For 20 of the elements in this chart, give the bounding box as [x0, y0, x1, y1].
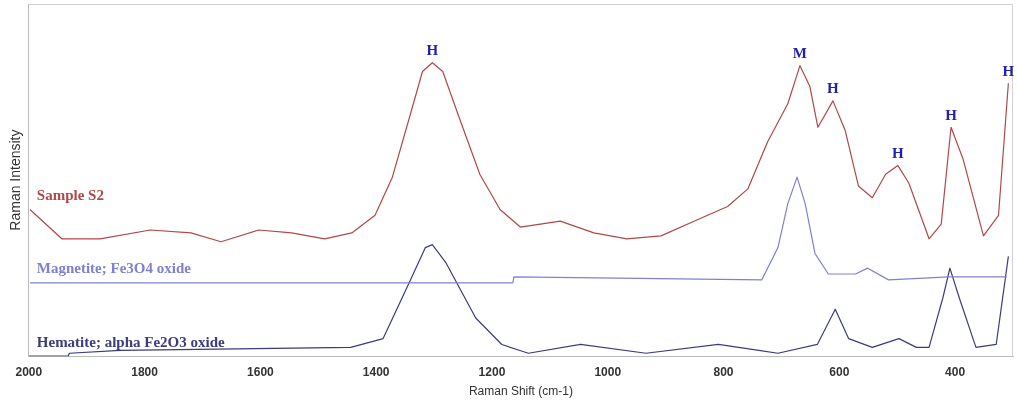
x-tick-label: 600 — [829, 364, 850, 379]
x-tick-label: 2000 — [15, 364, 43, 379]
x-tick-label: 1600 — [247, 364, 275, 379]
x-axis-title: Raman Shift (cm-1) — [468, 384, 573, 399]
x-tick-label: 400 — [945, 364, 966, 379]
series-label: Magnetite; Fe3O4 oxide — [36, 260, 192, 277]
annotation: H — [827, 80, 840, 97]
annotation: M — [792, 45, 808, 62]
x-tick-label: 1800 — [131, 364, 159, 379]
y-axis-title: Raman Intensity — [7, 129, 24, 231]
annotation: H — [426, 42, 439, 59]
x-tick-label: 800 — [713, 364, 734, 379]
x-tick-label: 1400 — [362, 364, 390, 379]
series-label: Sample S2 — [36, 186, 104, 203]
x-tick-label: 1000 — [594, 364, 622, 379]
series-label: Hematite; alpha Fe2O3 oxide — [36, 333, 226, 350]
annotation: H — [945, 106, 958, 123]
annotation: H — [1002, 62, 1015, 79]
x-tick-label: 1200 — [478, 364, 506, 379]
annotation: H — [891, 144, 904, 161]
